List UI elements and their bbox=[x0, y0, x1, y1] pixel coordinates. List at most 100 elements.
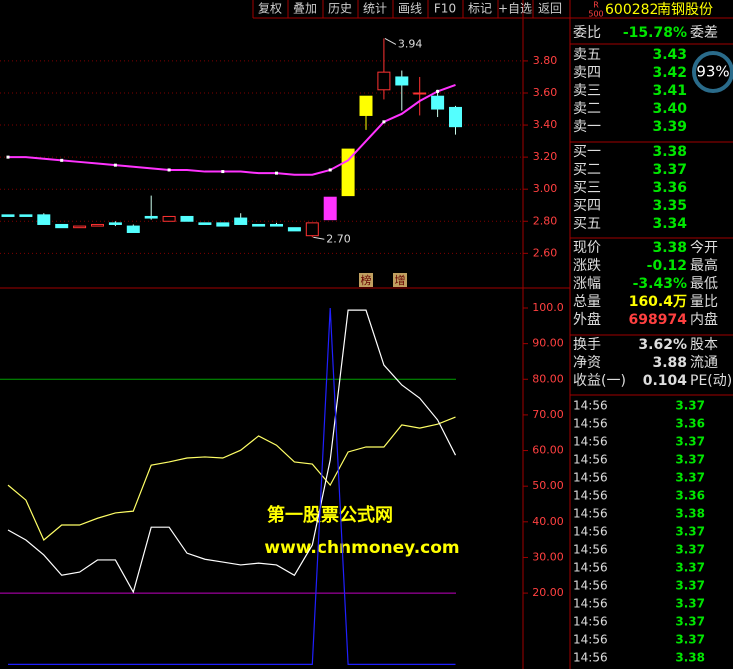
y-tick-label: 3.80 bbox=[533, 54, 558, 67]
candle-body bbox=[19, 214, 33, 217]
trade-price: 3.37 bbox=[675, 399, 705, 413]
quote-label: 外盘 bbox=[573, 311, 601, 328]
y-tick-label: 3.20 bbox=[533, 150, 558, 163]
toolbar-button[interactable]: 复权 bbox=[258, 2, 282, 16]
trade-price: 3.37 bbox=[675, 435, 705, 449]
quote-label: 买五 bbox=[573, 216, 601, 232]
watermark: www.chnmoney.com bbox=[264, 538, 459, 558]
candle-body bbox=[162, 215, 176, 222]
quote-label: 换手 bbox=[573, 336, 601, 353]
y-tick-label: 70.00 bbox=[532, 408, 564, 421]
quote-value: 3.42 bbox=[652, 65, 687, 81]
toolbar-button[interactable]: +自选 bbox=[498, 2, 532, 16]
quote-value: -3.43% bbox=[633, 276, 687, 292]
watermark: 第一股票公式网 bbox=[267, 504, 393, 526]
price-annotation: 2.70 bbox=[326, 232, 351, 245]
y-tick-label: 2.60 bbox=[533, 246, 558, 259]
y-tick-label: 100.0 bbox=[532, 301, 564, 314]
y-tick-label: 80.00 bbox=[532, 372, 564, 385]
ma-dot bbox=[6, 155, 10, 159]
stock-code: 600282 bbox=[605, 2, 658, 18]
quote-value: 3.34 bbox=[652, 216, 687, 232]
y-tick-label: 3.60 bbox=[533, 86, 558, 99]
ma-dot bbox=[167, 168, 171, 172]
candle-body bbox=[377, 71, 391, 91]
candle-body bbox=[1, 214, 15, 217]
trade-time: 14:56 bbox=[573, 633, 608, 647]
trade-time: 14:56 bbox=[573, 471, 608, 485]
quote-label: 今开 bbox=[690, 240, 718, 256]
candle-body bbox=[144, 215, 158, 219]
trade-time: 14:56 bbox=[573, 579, 608, 593]
quote-label: 卖一 bbox=[573, 119, 601, 135]
candle-body bbox=[108, 222, 122, 225]
y-tick-label: 3.00 bbox=[533, 182, 558, 195]
indicator-line bbox=[8, 307, 456, 665]
gauge bbox=[692, 51, 733, 93]
trade-price: 3.36 bbox=[675, 489, 705, 503]
quote-value: 3.35 bbox=[652, 198, 687, 214]
candle-body bbox=[252, 223, 266, 227]
quote-label: 买四 bbox=[573, 198, 601, 214]
quote-label: 卖二 bbox=[573, 101, 601, 117]
quote-value: -15.78% bbox=[623, 25, 687, 41]
toolbar-button[interactable]: F10 bbox=[434, 2, 456, 16]
trade-price: 3.37 bbox=[675, 543, 705, 557]
trade-price: 3.37 bbox=[675, 579, 705, 593]
badge-bottom: 500 bbox=[588, 10, 603, 19]
annotation-pointer bbox=[384, 38, 397, 45]
quote-value: 3.41 bbox=[652, 83, 687, 99]
quote-label: 净资 bbox=[573, 355, 601, 371]
toolbar-button[interactable]: 历史 bbox=[328, 2, 352, 16]
trade-time: 14:56 bbox=[573, 597, 608, 611]
marker-label: 增 bbox=[395, 273, 406, 287]
y-tick-label: 20.00 bbox=[532, 586, 564, 599]
quote-label: 最高 bbox=[690, 257, 718, 274]
trade-time: 14:56 bbox=[573, 507, 608, 521]
trade-price: 3.37 bbox=[675, 633, 705, 647]
y-tick-label: 2.80 bbox=[533, 214, 558, 227]
trade-time: 14:56 bbox=[573, 489, 608, 503]
ma-dot bbox=[60, 158, 64, 162]
y-tick-label: 50.00 bbox=[532, 479, 564, 492]
candle-body bbox=[305, 222, 319, 237]
quote-label: 买二 bbox=[573, 162, 601, 178]
badge-top: R bbox=[593, 1, 599, 10]
candle-body bbox=[91, 223, 104, 227]
candle-body bbox=[341, 148, 355, 197]
trade-time: 14:56 bbox=[573, 561, 608, 575]
toolbar-button[interactable]: 标记 bbox=[468, 2, 492, 16]
quote-label: 委比 bbox=[573, 25, 601, 41]
quote-label: 卖五 bbox=[573, 47, 601, 63]
quote-value: 3.38 bbox=[652, 240, 687, 256]
trade-price: 3.37 bbox=[675, 615, 705, 629]
quote-label: 卖三 bbox=[573, 83, 601, 99]
toolbar-button[interactable]: 画线 bbox=[398, 2, 422, 16]
candle-body bbox=[431, 95, 445, 110]
quote-value: 3.40 bbox=[652, 101, 687, 117]
ma-dot bbox=[436, 89, 440, 93]
trade-time: 14:56 bbox=[573, 453, 608, 467]
y-tick-label: 3.40 bbox=[533, 118, 558, 131]
toolbar-button[interactable]: 统计 bbox=[363, 2, 387, 16]
trade-time: 14:56 bbox=[573, 615, 608, 629]
candle-body bbox=[73, 225, 87, 229]
candle-body bbox=[198, 222, 212, 225]
quote-value: 160.4万 bbox=[629, 294, 687, 310]
toolbar-button[interactable]: 返回 bbox=[538, 2, 562, 16]
ma-dot bbox=[113, 163, 117, 167]
candle-body bbox=[234, 217, 248, 225]
candle-body bbox=[126, 225, 140, 233]
trade-price: 3.37 bbox=[675, 597, 705, 611]
toolbar-button[interactable]: 叠加 bbox=[293, 2, 317, 16]
gauge-text: 93% bbox=[696, 63, 729, 81]
trade-price: 3.37 bbox=[675, 525, 705, 539]
trade-time: 14:56 bbox=[573, 399, 608, 413]
trade-price: 3.38 bbox=[675, 507, 705, 521]
candle-body bbox=[180, 215, 194, 222]
quote-label: 总量 bbox=[573, 294, 601, 310]
quote-value: 3.39 bbox=[652, 119, 687, 135]
quote-label: 卖四 bbox=[573, 65, 601, 81]
